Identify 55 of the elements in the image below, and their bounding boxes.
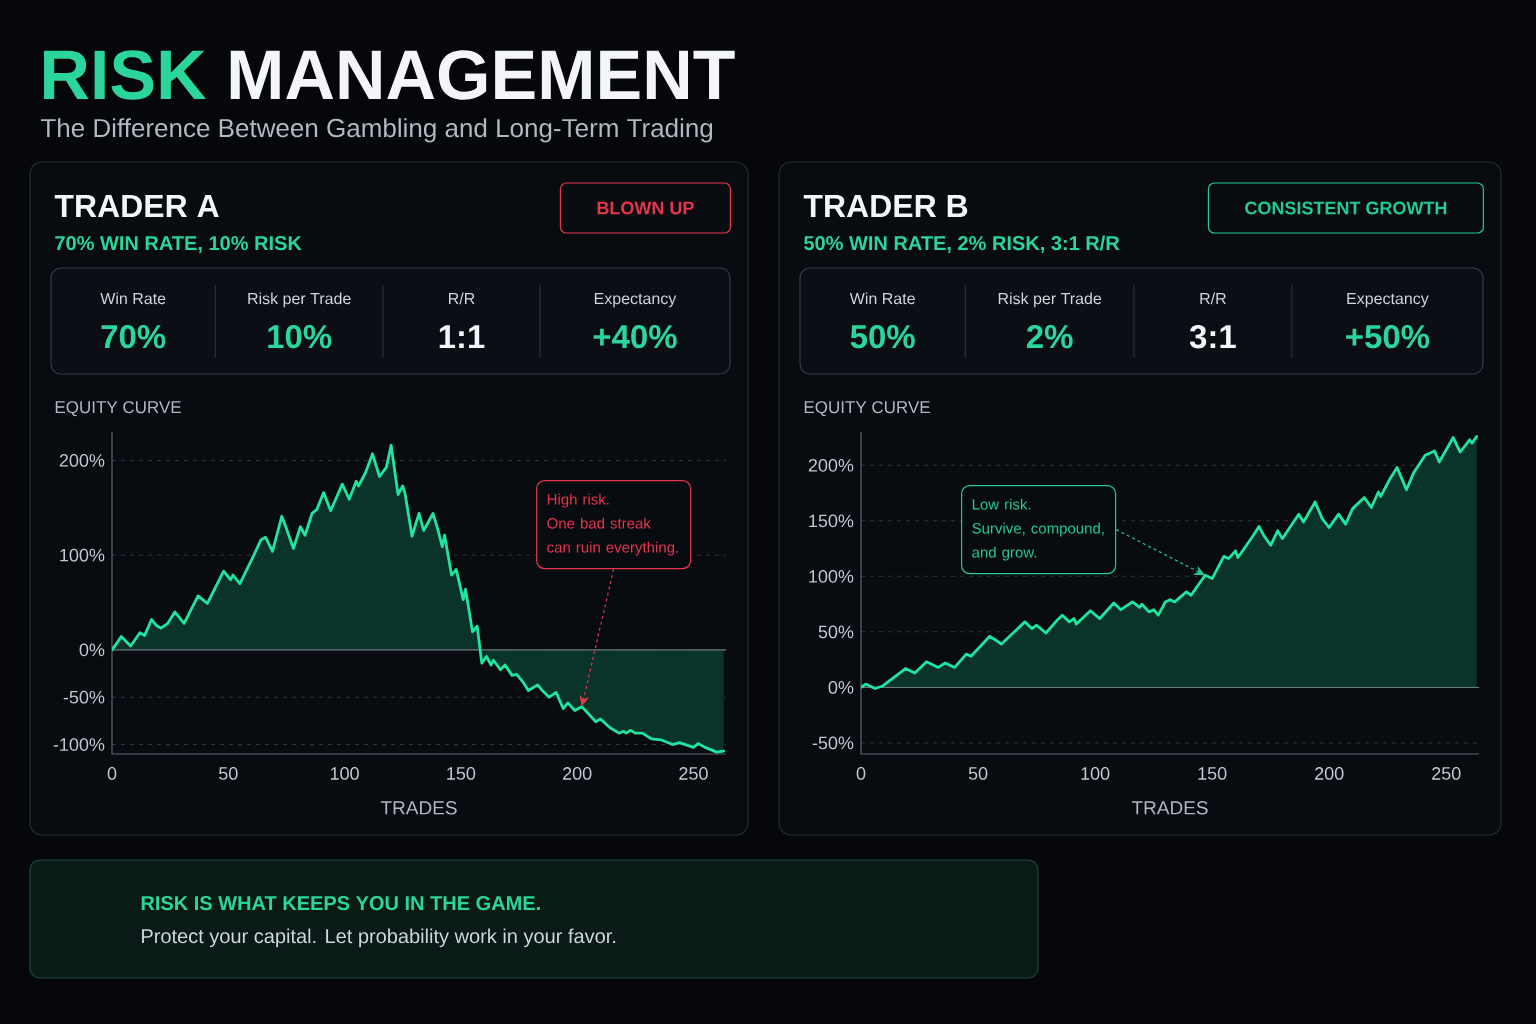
text: 1:1 bbox=[439, 325, 485, 349]
text: Win Rate bbox=[849, 292, 915, 305]
text: RISK IS WHAT KEEPS YOU IN THE GAME. bbox=[141, 896, 540, 911]
y-tick-label: 150% bbox=[809, 514, 854, 528]
y-tick-label: -50% bbox=[63, 690, 105, 704]
x-tick-label: 50 bbox=[219, 767, 238, 780]
text: R/R bbox=[449, 292, 475, 305]
annotation: Low risk. Survive, compound, and grow. bbox=[972, 498, 1104, 561]
x-tick-label: 200 bbox=[1315, 767, 1344, 780]
x-tick-label: 0 bbox=[856, 767, 866, 780]
x-tick-label: 100 bbox=[330, 767, 359, 780]
chart-subtitle: 70% WIN RATE, 10% RISK bbox=[55, 236, 302, 254]
text: 10% bbox=[268, 324, 332, 349]
text: Expectancy bbox=[594, 293, 677, 308]
x-tick-label: 0 bbox=[107, 767, 117, 780]
y-tick-label: 200% bbox=[59, 454, 105, 467]
x-axis-title: TRADES bbox=[380, 801, 457, 815]
x-tick-label: 250 bbox=[1432, 767, 1461, 780]
x-tick-label: 200 bbox=[563, 767, 592, 780]
y-tick-label: 50% bbox=[818, 625, 854, 639]
text: CONSISTENT GROWTH bbox=[1245, 201, 1447, 215]
y-tick-label: 0% bbox=[828, 681, 854, 694]
y-tick-label: 0% bbox=[79, 643, 105, 657]
chart-title: TRADER B bbox=[803, 194, 968, 218]
text: 3:1 bbox=[1189, 324, 1236, 349]
text: Risk per Trade bbox=[248, 292, 351, 308]
y-tick-label: 200% bbox=[808, 458, 854, 472]
text: +40% bbox=[593, 324, 677, 349]
text: 2% bbox=[1026, 324, 1073, 349]
y-tick-label: 100% bbox=[809, 569, 854, 583]
text: The Difference Between Gambling and Long-Term Trading bbox=[41, 118, 713, 143]
text: Expectancy bbox=[1347, 293, 1429, 308]
x-tick-label: 250 bbox=[679, 767, 708, 780]
x-axis-title: TRADES bbox=[1131, 801, 1208, 815]
x-tick-label: 150 bbox=[447, 767, 476, 780]
text: Risk per Trade bbox=[998, 292, 1102, 308]
text: 70% bbox=[101, 324, 166, 349]
text: Win Rate bbox=[100, 292, 166, 305]
y-tick-label: -50% bbox=[812, 736, 854, 750]
text: BLOWN UP bbox=[597, 201, 694, 215]
chart-title: TRADER A bbox=[54, 194, 219, 218]
text: Protect your capital. Let probability work in your favor. bbox=[142, 928, 616, 948]
text: R/R bbox=[1200, 292, 1226, 305]
text: +50% bbox=[1346, 324, 1430, 349]
y-tick-label: -100% bbox=[53, 738, 105, 751]
x-tick-label: 50 bbox=[968, 767, 988, 780]
annotation: High risk. One bad streak can ruin everything. bbox=[547, 493, 678, 556]
chart-subtitle: 50% WIN RATE, 2% RISK, 3:1 R/R bbox=[804, 235, 1120, 254]
text: RISK MANAGEMENT bbox=[44, 50, 735, 100]
x-tick-label: 100 bbox=[1081, 767, 1110, 780]
text: 50% bbox=[850, 324, 915, 349]
x-tick-label: 150 bbox=[1198, 767, 1227, 780]
text: EQUITY CURVE bbox=[804, 401, 930, 417]
text: EQUITY CURVE bbox=[55, 401, 181, 417]
y-tick-label: 100% bbox=[60, 548, 105, 562]
